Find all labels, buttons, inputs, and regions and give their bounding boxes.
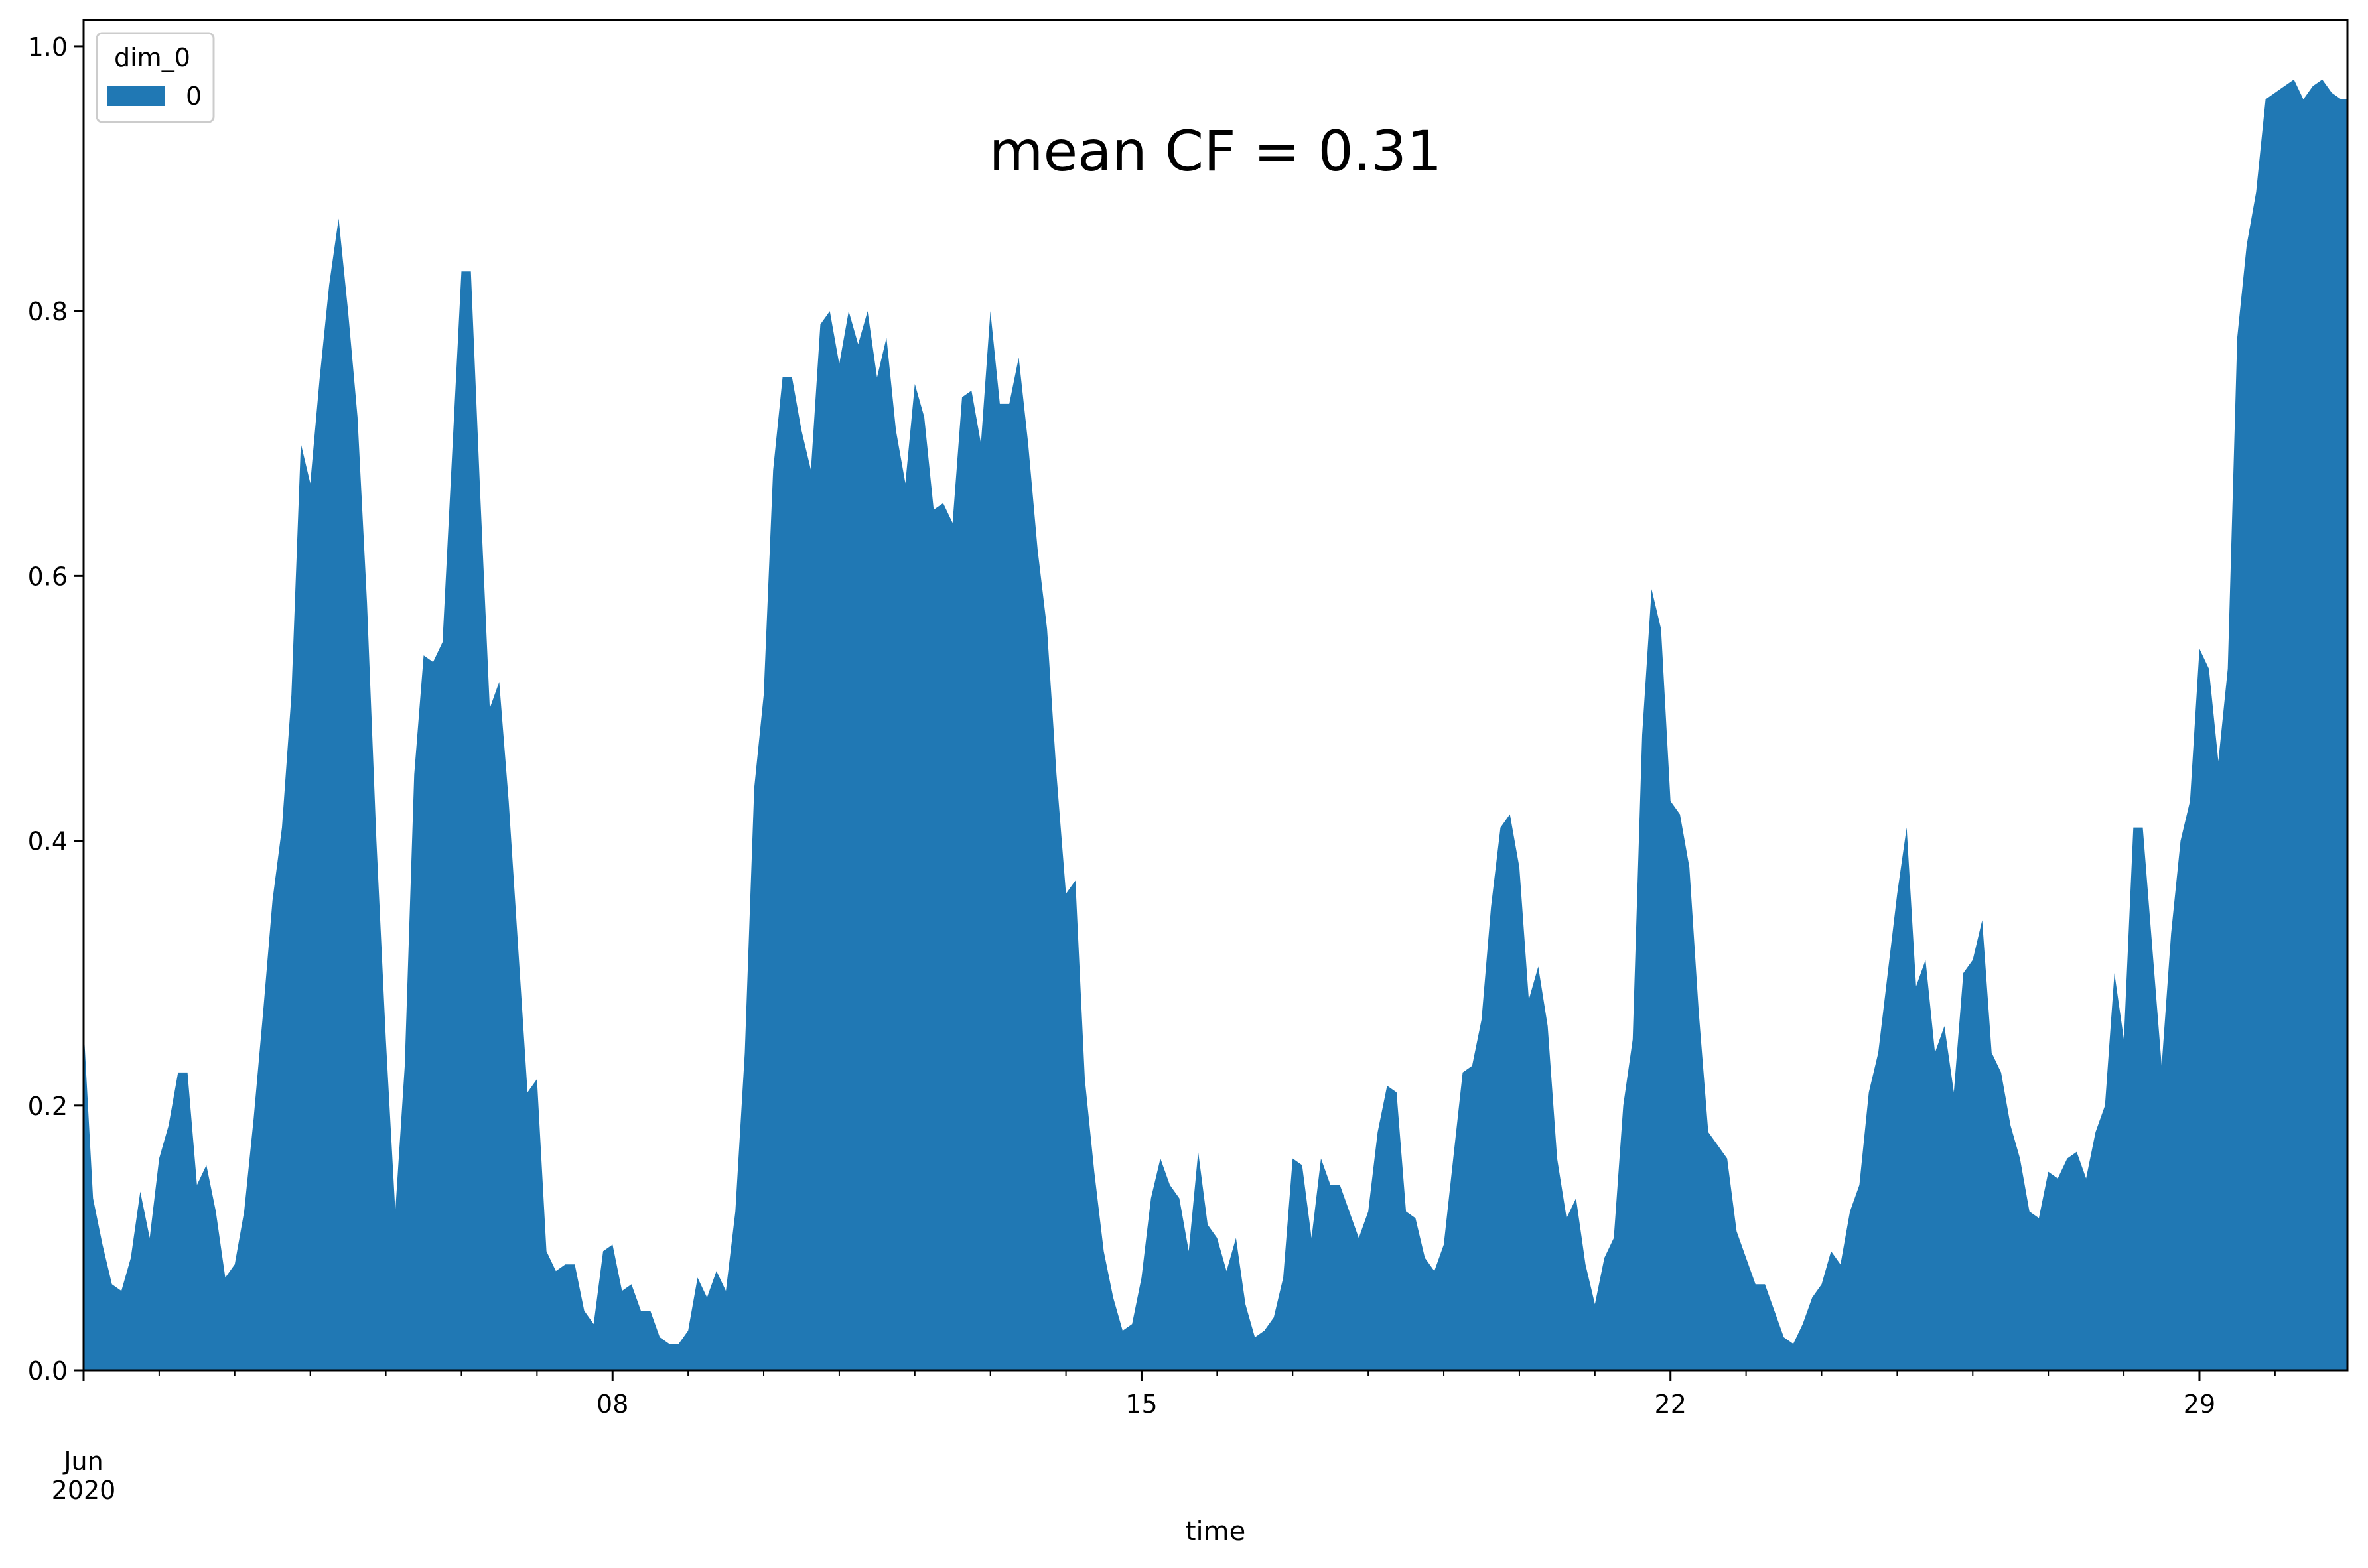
series-0-area: [84, 79, 2347, 1371]
x-tick-label: Jun 2020: [52, 1447, 116, 1505]
axes-frame: [82, 19, 2349, 1372]
y-tick-label: 0.2: [28, 1092, 68, 1121]
legend: dim_0 0: [96, 32, 215, 123]
x-axis-label: time: [1186, 1516, 1245, 1547]
y-tick-label: 0.0: [28, 1356, 68, 1386]
x-tick-label: 08: [596, 1390, 628, 1419]
y-tick-label: 1.0: [28, 33, 68, 62]
x-tick-label: 29: [2184, 1390, 2215, 1419]
chart-title: mean CF = 0.31: [989, 119, 1442, 184]
x-tick-label: 22: [1655, 1390, 1687, 1419]
x-tick-label-line: 08: [596, 1390, 628, 1419]
x-tick-label-line: 15: [1125, 1390, 1157, 1419]
x-tick-label-line: 2020: [52, 1476, 116, 1505]
y-tick-label: 0.6: [28, 562, 68, 591]
x-tick-label-line: 22: [1655, 1390, 1687, 1419]
y-tick-label: 0.8: [28, 297, 68, 326]
x-tick-label: 15: [1125, 1390, 1157, 1419]
x-tick-label-line: 29: [2184, 1390, 2215, 1419]
y-tick-label: 0.4: [28, 827, 68, 856]
legend-label: 0: [186, 82, 202, 111]
x-tick-label-line: Jun: [62, 1447, 103, 1476]
legend-title: dim_0: [114, 43, 190, 72]
area-layer: [84, 79, 2347, 1371]
tick-layer: 0.0 0.2 0.4 0.6 0.8 1.0 Jun 2020 08 15 22 29: [28, 33, 2276, 1505]
legend-swatch: [107, 86, 165, 106]
